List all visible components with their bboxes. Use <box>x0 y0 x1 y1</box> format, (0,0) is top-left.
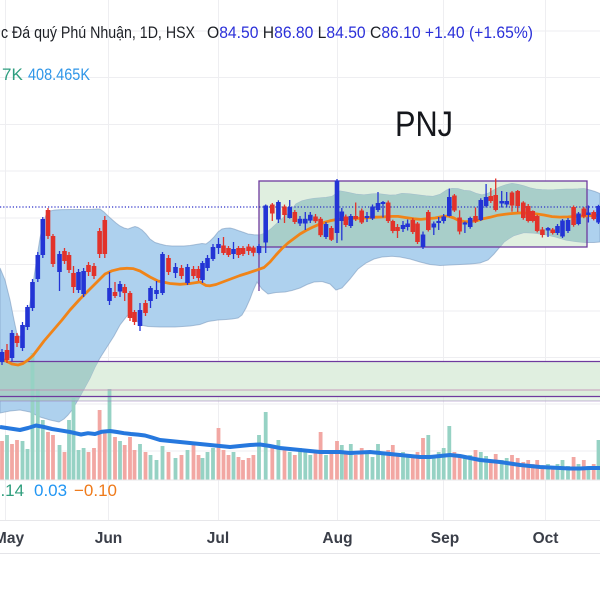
svg-text:May: May <box>0 530 24 547</box>
svg-text:O84.50 H86.80 L84.50 C86.10: O84.50 H86.80 L84.50 C86.10 +1.40 (+1.65… <box>207 23 533 42</box>
svg-text:PNJ: PNJ <box>395 105 453 144</box>
svg-text:Jul: Jul <box>207 530 229 547</box>
svg-text:Aug: Aug <box>322 530 352 547</box>
svg-text:Oct: Oct <box>533 530 559 547</box>
svg-text:c Đá quý Phú Nhuận, 1D, HSX: c Đá quý Phú Nhuận, 1D, HSX <box>1 23 195 42</box>
svg-text:7K: 7K <box>2 65 23 84</box>
svg-text:0.03: 0.03 <box>34 481 67 500</box>
svg-text:Sep: Sep <box>431 530 459 547</box>
svg-text:Jun: Jun <box>95 530 123 547</box>
svg-text:408.465K: 408.465K <box>28 65 91 84</box>
svg-text:0.14: 0.14 <box>0 481 24 500</box>
svg-text:−0.10: −0.10 <box>74 481 117 500</box>
